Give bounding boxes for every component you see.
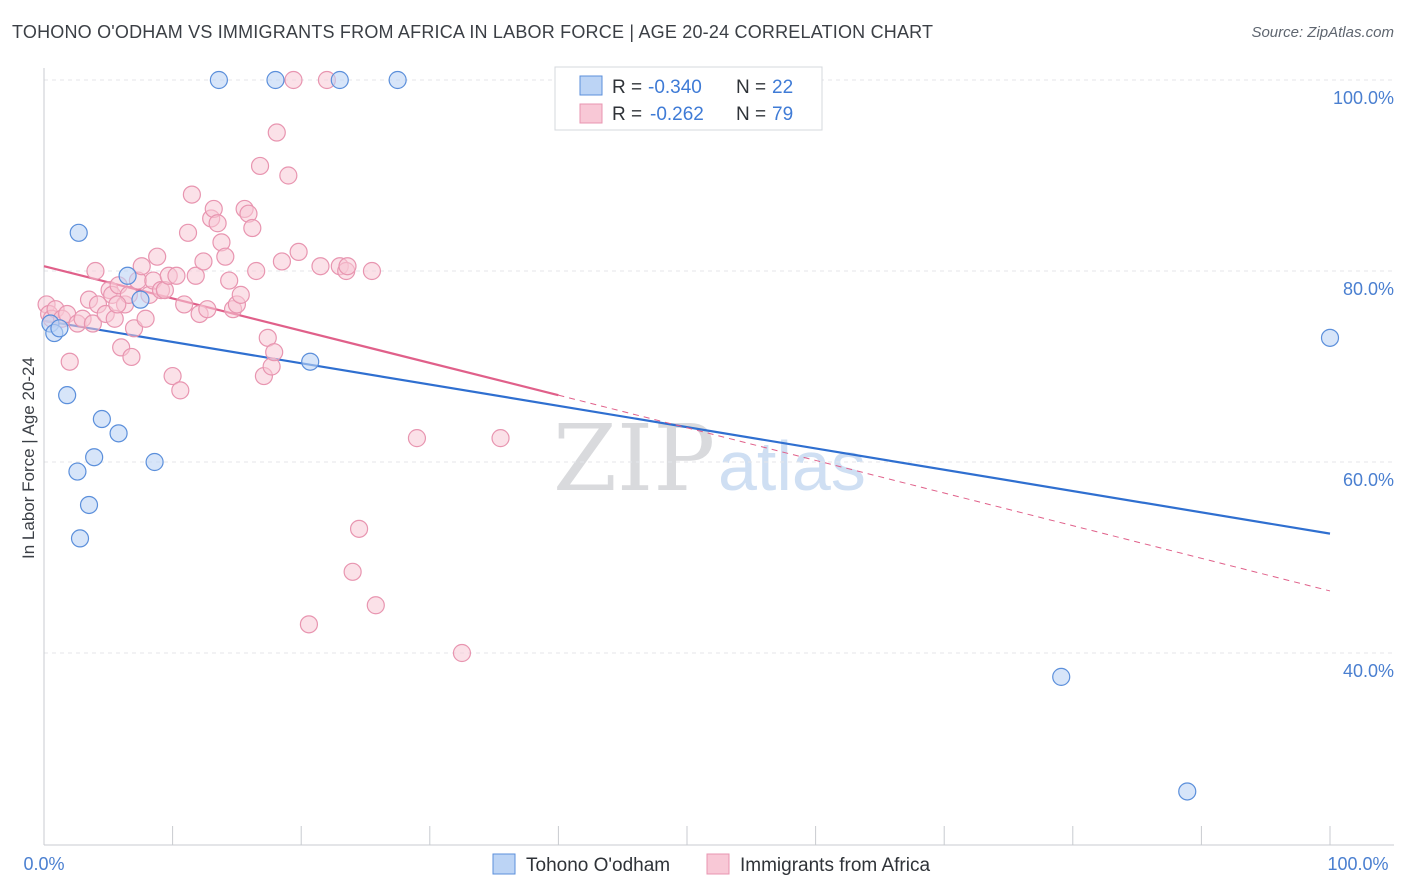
y-tick-label-100: 100.0% xyxy=(1333,88,1394,108)
africa-point xyxy=(108,295,127,314)
chart-title: TOHONO O'ODHAM VS IMMIGRANTS FROM AFRICA… xyxy=(12,22,934,42)
y-tick-label-80: 80.0% xyxy=(1343,279,1394,299)
source-credit: Source: ZipAtlas.com xyxy=(1251,24,1394,41)
africa-point xyxy=(362,261,382,281)
legend-n-value-pink: 79 xyxy=(772,104,793,125)
africa-point xyxy=(175,295,194,314)
africa-point xyxy=(338,257,357,276)
tohono-point xyxy=(1320,328,1340,347)
africa-point xyxy=(167,266,186,285)
tohono-point xyxy=(85,448,104,467)
africa-point xyxy=(247,261,266,281)
africa-point xyxy=(216,247,235,266)
tohono-point xyxy=(118,266,137,285)
africa-point xyxy=(267,123,286,142)
africa-point xyxy=(311,257,330,276)
tohono-point xyxy=(58,386,77,405)
tohono-point xyxy=(50,319,69,338)
trend-line-africa-extension xyxy=(558,394,1331,592)
africa-point xyxy=(243,218,262,238)
africa-point xyxy=(265,343,284,362)
africa-point xyxy=(299,615,319,634)
africa-point xyxy=(349,519,369,538)
africa-point xyxy=(343,562,362,581)
africa-point xyxy=(231,285,250,304)
trend-line-tohono xyxy=(43,319,1331,535)
tohono-point xyxy=(388,70,407,90)
africa-point xyxy=(279,166,298,185)
y-axis-label: In Labor Force | Age 20-24 xyxy=(19,357,38,559)
africa-point xyxy=(136,309,155,328)
africa-point xyxy=(171,381,190,400)
legend-n-label-blue: N = xyxy=(736,77,766,98)
africa-point xyxy=(83,314,102,333)
africa-point xyxy=(60,352,79,371)
series-legend-label-tohono: Tohono O'odham xyxy=(526,855,670,876)
tohono-point xyxy=(1052,667,1071,686)
tohono-point xyxy=(266,70,285,90)
y-tick-label-60: 60.0% xyxy=(1343,470,1394,490)
africa-point xyxy=(272,252,292,271)
legend-r-label-blue: R = xyxy=(612,77,642,98)
x-tick-label-min: 0.0% xyxy=(23,854,64,874)
legend-r-value-blue: -0.340 xyxy=(648,77,702,98)
africa-point xyxy=(122,347,141,367)
tohono-point xyxy=(69,223,88,242)
legend-swatch-pink xyxy=(579,103,603,124)
tohono-point xyxy=(301,352,320,371)
africa-point xyxy=(407,429,427,448)
africa-point xyxy=(208,214,227,233)
correlation-legend: R = -0.340 N = 22 R = -0.262 N = 79 xyxy=(554,66,823,131)
tohono-point xyxy=(1178,782,1197,801)
africa-point xyxy=(366,596,385,615)
legend-r-value-pink: -0.262 xyxy=(650,104,704,125)
africa-point xyxy=(250,156,270,176)
legend-n-label-pink: N = xyxy=(736,104,766,125)
africa-point xyxy=(194,252,213,271)
watermark-zip: ZIP xyxy=(553,405,715,512)
tohono-point xyxy=(145,452,164,472)
africa-point xyxy=(132,257,151,276)
tohono-point xyxy=(330,70,349,90)
africa-point xyxy=(198,300,217,319)
x-tick-label-max: 100.0% xyxy=(1327,854,1388,874)
tohono-point xyxy=(131,290,150,309)
africa-point xyxy=(491,429,510,448)
y-tick-label-40: 40.0% xyxy=(1343,661,1394,681)
africa-point xyxy=(148,247,167,266)
africa-point xyxy=(284,70,303,90)
series-legend: Tohono O'odham Immigrants from Africa xyxy=(492,853,930,876)
africa-point xyxy=(178,223,198,242)
tohono-point xyxy=(109,424,128,443)
tohono-point xyxy=(209,70,228,90)
tohono-point xyxy=(92,409,111,429)
africa-point xyxy=(186,266,205,285)
legend-n-value-blue: 22 xyxy=(772,77,793,98)
africa-point xyxy=(452,643,472,663)
series-legend-swatch-tohono xyxy=(492,853,516,875)
tohono-point xyxy=(79,495,99,515)
africa-point xyxy=(182,185,201,204)
series-legend-label-africa: Immigrants from Africa xyxy=(740,855,930,876)
africa-point xyxy=(289,242,308,261)
legend-r-label-pink: R = xyxy=(612,104,642,125)
tohono-point xyxy=(68,462,87,481)
tohono-point xyxy=(70,529,90,548)
africa-point xyxy=(163,366,182,386)
legend-swatch-blue xyxy=(579,75,603,96)
africa-point xyxy=(86,261,105,281)
watermark-atlas: atlas xyxy=(718,427,866,505)
series-legend-swatch-africa xyxy=(706,853,730,875)
africa-point xyxy=(220,271,239,290)
